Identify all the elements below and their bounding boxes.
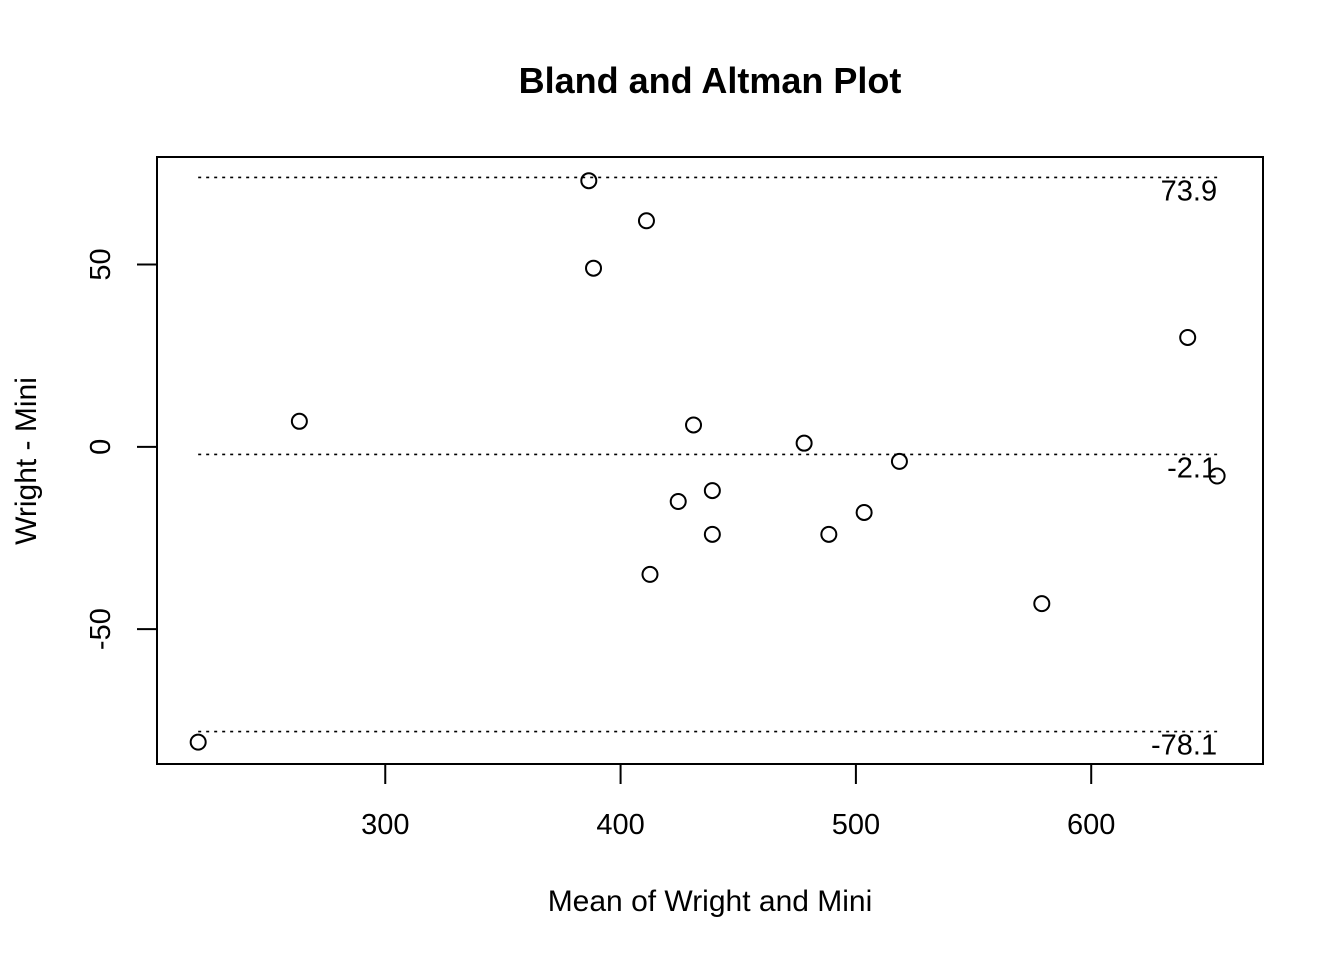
reference-lines: 73.9 -2.1 -78.1 (198, 175, 1218, 762)
data-point (641, 565, 659, 583)
y-tick-label: 50 (85, 248, 117, 280)
x-tick-label: 400 (596, 809, 644, 841)
y-tick-label: 0 (85, 439, 117, 455)
y-tick-label: -50 (85, 608, 117, 650)
x-tick-label: 600 (1067, 809, 1115, 841)
data-point (1179, 328, 1197, 346)
plot-frame (156, 156, 1264, 765)
data-point (585, 259, 603, 277)
data-point (890, 452, 908, 470)
data-point (189, 733, 207, 751)
data-point (669, 493, 687, 511)
data-point (1208, 467, 1226, 485)
data-point (855, 503, 873, 521)
x-axis: 300 400 500 600 (361, 764, 1115, 841)
data-point (1033, 595, 1051, 613)
y-axis-label: Wright - Mini (10, 377, 43, 545)
chart-title: Bland and Altman Plot (519, 60, 902, 101)
x-tick-label: 500 (832, 809, 880, 841)
x-axis-label: Mean of Wright and Mini (548, 885, 873, 918)
data-point (820, 525, 838, 543)
x-tick-label: 300 (361, 809, 409, 841)
data-point (290, 412, 308, 430)
data-point (637, 212, 655, 230)
reference-line-label: -2.1 (1167, 452, 1217, 484)
data-point (580, 172, 598, 190)
reference-line-label: -78.1 (1151, 730, 1217, 762)
data-points (189, 172, 1226, 751)
y-axis: -50 0 50 (85, 248, 157, 650)
data-point (795, 434, 813, 452)
data-point (703, 482, 721, 500)
data-point (703, 525, 721, 543)
reference-line-label: 73.9 (1161, 175, 1217, 207)
data-point (685, 416, 703, 434)
